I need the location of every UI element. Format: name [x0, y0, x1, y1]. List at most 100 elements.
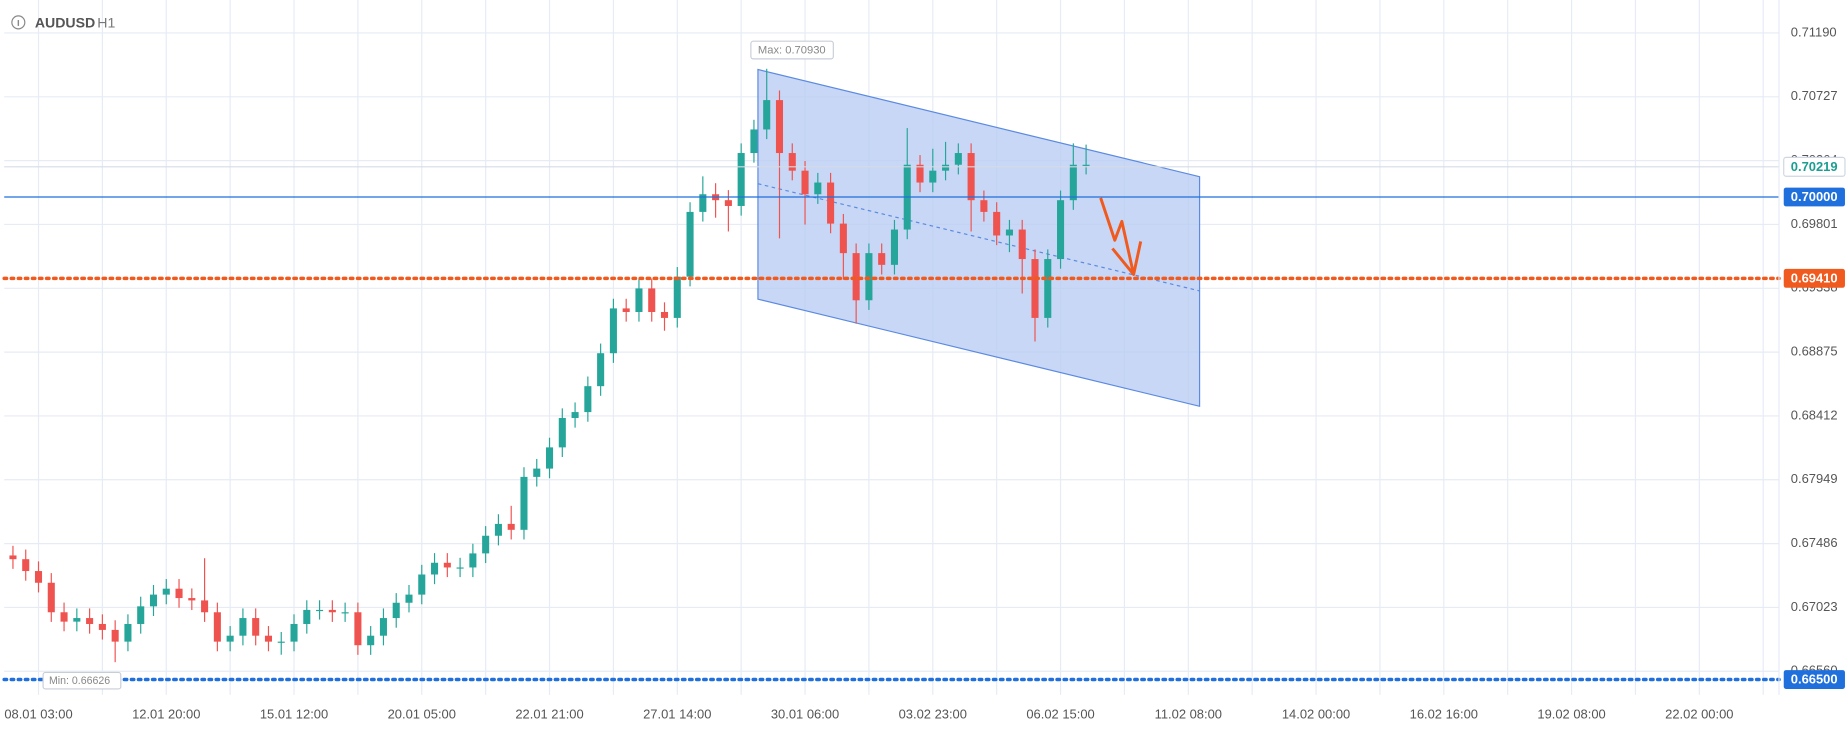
candle-body [967, 153, 975, 201]
candle-body [379, 618, 387, 636]
candle-body [277, 641, 285, 643]
candle-body [431, 562, 439, 575]
candle-body [22, 559, 30, 572]
candle-body [137, 606, 145, 624]
symbol: AUDUSD [35, 14, 95, 30]
candle-body [724, 200, 732, 206]
candle-body [878, 253, 886, 265]
x-tick-label: 20.01 05:00 [388, 706, 456, 721]
candle-body [201, 600, 209, 613]
candle-body [839, 223, 847, 254]
candle-body [443, 562, 451, 568]
candle-body [801, 170, 809, 195]
grid [4, 0, 1780, 695]
candle-body [533, 468, 541, 477]
x-tick-label: 03.02 23:00 [899, 706, 967, 721]
info-icon[interactable] [11, 15, 26, 30]
axes: 0.711900.707270.702640.698010.693380.688… [4, 24, 1846, 721]
arrow-head [1111, 241, 1143, 276]
candle-body [584, 386, 592, 413]
candle-body [1082, 164, 1090, 166]
candle-body [392, 602, 400, 619]
candle-body [1005, 229, 1013, 236]
candle-body [328, 609, 336, 613]
candle-body [814, 182, 822, 195]
x-tick-label: 16.02 16:00 [1410, 706, 1478, 721]
level-label: 0.69410 [1791, 270, 1838, 285]
candle-body [1031, 259, 1039, 318]
candle-body [418, 574, 426, 595]
min-box [42, 671, 122, 690]
candle-body [111, 629, 119, 642]
header: AUDUSD H1 [11, 14, 115, 30]
y-tick-label: 0.69801 [1791, 216, 1838, 231]
candle-body [98, 623, 106, 630]
x-tick-label: 22.01 21:00 [515, 706, 583, 721]
candle-body [609, 308, 617, 354]
level-label: 0.70000 [1791, 189, 1838, 204]
candle-body [124, 623, 132, 642]
forecast-arrow [1099, 197, 1143, 276]
x-tick-label: 14.02 00:00 [1282, 706, 1350, 721]
levels [2, 166, 1781, 682]
candle-body [405, 594, 413, 603]
candle-body [507, 523, 515, 530]
candle-body [763, 100, 771, 130]
max-box [750, 40, 834, 60]
candle-body [60, 612, 68, 622]
x-tick-label: 11.02 08:00 [1155, 706, 1222, 721]
level-box [1783, 268, 1845, 288]
candle-body [482, 535, 490, 554]
candle-body [1069, 164, 1077, 201]
candle-body [354, 612, 362, 646]
arrow-path [1099, 197, 1136, 275]
channel [757, 68, 1201, 408]
candle-body [149, 594, 158, 607]
candle-body [954, 153, 962, 165]
candle-body [86, 618, 94, 624]
x-tick-label: 19.02 08:00 [1537, 706, 1605, 721]
x-tick-label: 12.01 20:00 [132, 706, 200, 721]
candle-body [788, 153, 796, 171]
candle-body [942, 164, 950, 171]
x-tick-label: 27.01 14:00 [643, 706, 711, 721]
candle-body [699, 194, 707, 212]
candle-body [1018, 229, 1026, 260]
x-tick-label: 08.01 03:00 [4, 706, 72, 721]
candle-body [213, 612, 221, 642]
candle-body [545, 447, 554, 469]
last-price-box [1783, 156, 1846, 177]
candle-body [737, 153, 745, 206]
channel-midline [757, 183, 1200, 292]
candle-body [239, 618, 247, 636]
candle-body [673, 276, 681, 318]
candle-body [852, 253, 860, 301]
candle-body [775, 100, 784, 154]
candle-body [929, 170, 937, 183]
candle-body [341, 612, 349, 614]
candle-body [558, 418, 566, 448]
candle-body [469, 553, 477, 568]
candle-body [750, 129, 758, 154]
candle-body [993, 211, 1001, 236]
candle-body [316, 609, 324, 612]
x-tick-label: 15.01 12:00 [260, 706, 328, 721]
timeframe: H1 [97, 14, 115, 30]
candle-body [520, 476, 528, 530]
candle-body [9, 555, 17, 560]
candle-body [226, 635, 234, 642]
candle-body [367, 635, 375, 646]
y-tick-label: 0.68412 [1791, 407, 1838, 422]
last-price-label: 0.70219 [1791, 159, 1838, 174]
level-box [1783, 187, 1845, 207]
candle-body [571, 412, 579, 419]
candle-body [827, 182, 835, 224]
candle-body [73, 618, 81, 622]
y-tick-label: 0.70727 [1791, 88, 1838, 103]
level-label: 0.66500 [1791, 672, 1838, 687]
y-tick-label: 0.68875 [1791, 344, 1838, 359]
y-tick-label: 0.67949 [1791, 471, 1838, 486]
candle-body [890, 229, 899, 265]
